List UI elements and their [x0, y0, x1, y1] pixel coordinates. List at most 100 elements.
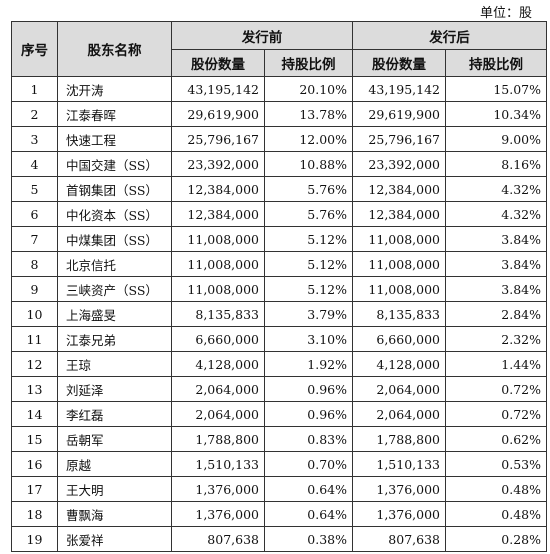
shares-after-cell: 2,064,000 [352, 401, 446, 427]
table-row: 17 王大明 1,376,000 0.64% 1,376,000 0.48% [11, 476, 547, 502]
ratio-after-cell: 4.32% [445, 176, 547, 202]
shares-before-cell: 23,392,000 [171, 151, 265, 177]
seq-cell: 3 [11, 126, 58, 152]
ratio-before-cell: 0.38% [264, 526, 353, 552]
ratio-after-cell: 3.84% [445, 226, 547, 252]
ratio-before-cell: 0.96% [264, 401, 353, 427]
table-row: 1 沈开涛 43,195,142 20.10% 43,195,142 15.07% [11, 76, 547, 102]
seq-cell: 15 [11, 426, 58, 452]
table-row: 14 李红磊 2,064,000 0.96% 2,064,000 0.72% [11, 401, 547, 427]
ratio-after-cell: 2.84% [445, 301, 547, 327]
seq-cell: 16 [11, 451, 58, 477]
ratio-after-cell: 8.16% [445, 151, 547, 177]
seq-cell: 7 [11, 226, 58, 252]
ratio-before-cell: 5.76% [264, 201, 353, 227]
shares-before-cell: 1,376,000 [171, 501, 265, 527]
ratio-before-cell: 5.76% [264, 176, 353, 202]
seq-cell: 5 [11, 176, 58, 202]
table-header: 序号 股东名称 发行前 发行后 股份数量 持股比例 股份数量 持股比例 [11, 21, 547, 77]
holder-name-cell: 李红磊 [57, 401, 172, 427]
holder-name-cell: 岳朝军 [57, 426, 172, 452]
ratio-before-cell: 10.88% [264, 151, 353, 177]
unit-label: 单位：股 [479, 6, 532, 21]
shares-after-cell: 2,064,000 [352, 376, 446, 402]
shares-after-cell: 8,135,833 [352, 301, 446, 327]
ratio-after-header: 持股比例 [445, 49, 547, 77]
ratio-before-cell: 12.00% [264, 126, 353, 152]
holder-name-cell: 江泰春晖 [57, 101, 172, 127]
ratio-after-cell: 10.34% [445, 101, 547, 127]
table-body: 1 沈开涛 43,195,142 20.10% 43,195,142 15.07% 2 江泰春… [11, 76, 547, 552]
ratio-before-cell: 0.64% [264, 476, 353, 502]
shares-after-cell: 4,128,000 [352, 351, 446, 377]
shares-before-cell: 29,619,900 [171, 101, 265, 127]
ratio-before-cell: 0.96% [264, 376, 353, 402]
holder-name-cell: 快速工程 [57, 126, 172, 152]
table-row: 6 中化资本（SS） 12,384,000 5.76% 12,384,000 4.32% [11, 201, 547, 227]
ratio-after-cell: 0.53% [445, 451, 547, 477]
ratio-before-cell: 5.12% [264, 226, 353, 252]
ratio-after-cell: 0.72% [445, 376, 547, 402]
ratio-before-cell: 0.70% [264, 451, 353, 477]
seq-cell: 19 [11, 526, 58, 552]
shares-after-cell: 29,619,900 [352, 101, 446, 127]
seq-cell: 12 [11, 351, 58, 377]
holder-name-cell: 首钢集团（SS） [57, 176, 172, 202]
ratio-after-cell: 3.84% [445, 276, 547, 302]
seq-cell: 6 [11, 201, 58, 227]
shares-before-cell: 11,008,000 [171, 251, 265, 277]
table-row: 8 北京信托 11,008,000 5.12% 11,008,000 3.84% [11, 251, 547, 277]
shares-before-cell: 2,064,000 [171, 376, 265, 402]
shares-after-header: 股份数量 [352, 49, 446, 77]
shares-before-cell: 12,384,000 [171, 176, 265, 202]
shares-before-cell: 807,638 [171, 526, 265, 552]
shares-after-cell: 11,008,000 [352, 276, 446, 302]
seq-header: 序号 [11, 21, 58, 77]
seq-cell: 9 [11, 276, 58, 302]
table-row: 19 张爱祥 807,638 0.38% 807,638 0.28% [11, 526, 547, 552]
shares-before-cell: 8,135,833 [171, 301, 265, 327]
shares-before-cell: 43,195,142 [171, 76, 265, 102]
holder-name-cell: 中化资本（SS） [57, 201, 172, 227]
seq-cell: 14 [11, 401, 58, 427]
ratio-before-cell: 5.12% [264, 251, 353, 277]
ratio-after-cell: 2.32% [445, 326, 547, 352]
holder-header: 股东名称 [57, 21, 172, 77]
shares-before-cell: 12,384,000 [171, 201, 265, 227]
holder-name-cell: 中煤集团（SS） [57, 226, 172, 252]
ratio-after-cell: 3.84% [445, 251, 547, 277]
table-row: 12 王琼 4,128,000 1.92% 4,128,000 1.44% [11, 351, 547, 377]
before-issuance-header: 发行前 [171, 21, 353, 50]
shares-after-cell: 1,376,000 [352, 476, 446, 502]
ratio-before-header: 持股比例 [264, 49, 353, 77]
table-row: 16 原越 1,510,133 0.70% 1,510,133 0.53% [11, 451, 547, 477]
shares-after-cell: 1,510,133 [352, 451, 446, 477]
ratio-after-cell: 0.72% [445, 401, 547, 427]
table-row: 11 江泰兄弟 6,660,000 3.10% 6,660,000 2.32% [11, 326, 547, 352]
holder-name-cell: 曹飘海 [57, 501, 172, 527]
table-row: 18 曹飘海 1,376,000 0.64% 1,376,000 0.48% [11, 501, 547, 527]
shares-before-cell: 1,788,800 [171, 426, 265, 452]
shares-after-cell: 25,796,167 [352, 126, 446, 152]
shares-after-cell: 12,384,000 [352, 201, 446, 227]
shares-before-cell: 25,796,167 [171, 126, 265, 152]
ratio-after-cell: 0.28% [445, 526, 547, 552]
seq-cell: 2 [11, 101, 58, 127]
holder-name-cell: 刘延泽 [57, 376, 172, 402]
ratio-after-cell: 1.44% [445, 351, 547, 377]
ratio-before-cell: 13.78% [264, 101, 353, 127]
shares-before-cell: 4,128,000 [171, 351, 265, 377]
holder-name-cell: 原越 [57, 451, 172, 477]
table-row: 2 江泰春晖 29,619,900 13.78% 29,619,900 10.34% [11, 101, 547, 127]
shares-before-cell: 2,064,000 [171, 401, 265, 427]
shares-after-cell: 1,376,000 [352, 501, 446, 527]
ratio-before-cell: 3.10% [264, 326, 353, 352]
shares-before-cell: 11,008,000 [171, 226, 265, 252]
table-row: 9 三峡资产（SS） 11,008,000 5.12% 11,008,000 3.84% [11, 276, 547, 302]
shares-before-cell: 1,376,000 [171, 476, 265, 502]
shares-after-cell: 12,384,000 [352, 176, 446, 202]
shares-before-cell: 11,008,000 [171, 276, 265, 302]
holder-name-cell: 江泰兄弟 [57, 326, 172, 352]
holder-name-cell: 张爱祥 [57, 526, 172, 552]
ratio-after-cell: 15.07% [445, 76, 547, 102]
